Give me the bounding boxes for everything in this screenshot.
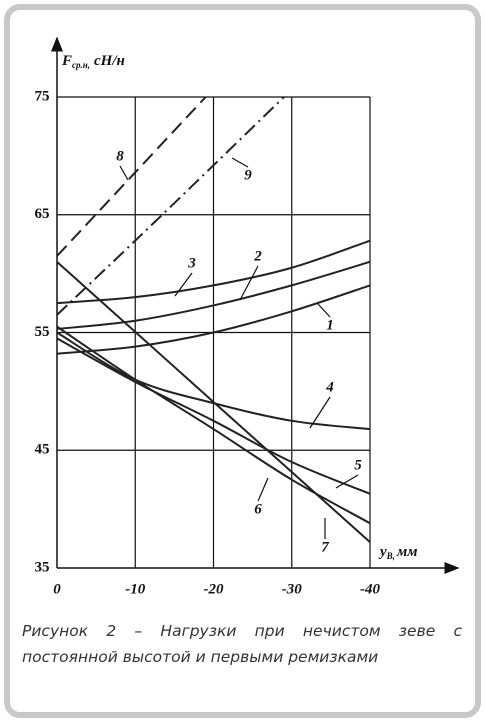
x-label-sub: В, bbox=[386, 551, 395, 561]
frame bbox=[4, 4, 481, 718]
series-line bbox=[56, 337, 371, 495]
series-label: 2 bbox=[253, 248, 262, 264]
series-line bbox=[56, 284, 371, 355]
x-label-main: y bbox=[378, 544, 387, 560]
y-axis-label: Fср.н, сН/н bbox=[61, 53, 125, 70]
series-line bbox=[56, 96, 207, 257]
leader-line bbox=[309, 396, 331, 429]
series-label: 3 bbox=[187, 255, 196, 271]
x-tick-label: -30 bbox=[282, 581, 302, 597]
leader-line bbox=[257, 477, 269, 502]
x-tick-label: -10 bbox=[125, 581, 145, 597]
series-label: 9 bbox=[244, 167, 252, 183]
y-tick-label: 35 bbox=[35, 559, 50, 575]
series-label: 7 bbox=[321, 539, 329, 555]
series-line bbox=[56, 96, 285, 316]
y-tick-label: 45 bbox=[35, 442, 50, 458]
leader-line bbox=[317, 303, 331, 318]
leader-line bbox=[335, 474, 359, 489]
y-label-unit: сН/н bbox=[94, 53, 125, 69]
leader-line bbox=[239, 265, 259, 301]
series-label: 8 bbox=[116, 148, 124, 164]
x-axis-label: yВ, мм bbox=[378, 544, 418, 561]
series-line bbox=[56, 260, 371, 330]
y-label-main: F bbox=[61, 53, 72, 69]
series-label: 4 bbox=[325, 379, 334, 395]
leader-line bbox=[231, 157, 249, 168]
series-line bbox=[56, 239, 371, 305]
series-label: 1 bbox=[326, 317, 334, 333]
y-tick-label: 65 bbox=[35, 206, 50, 222]
leader-line bbox=[119, 165, 129, 181]
caption: Рисунок 2 – Нагрузки при нечистом зеве с… bbox=[22, 622, 462, 666]
x-label-unit: мм bbox=[396, 544, 418, 560]
leader-line bbox=[174, 272, 193, 297]
x-tick-label: 0 bbox=[53, 581, 61, 597]
x-tick-label: -40 bbox=[360, 581, 380, 597]
series-label: 6 bbox=[254, 501, 262, 517]
series-label: 5 bbox=[354, 457, 362, 473]
y-label-sub: ср.н, bbox=[72, 60, 90, 70]
series-line bbox=[56, 261, 371, 543]
y-tick-label: 55 bbox=[35, 324, 50, 340]
y-tick-label: 75 bbox=[35, 88, 50, 104]
x-tick-label: -20 bbox=[204, 581, 224, 597]
